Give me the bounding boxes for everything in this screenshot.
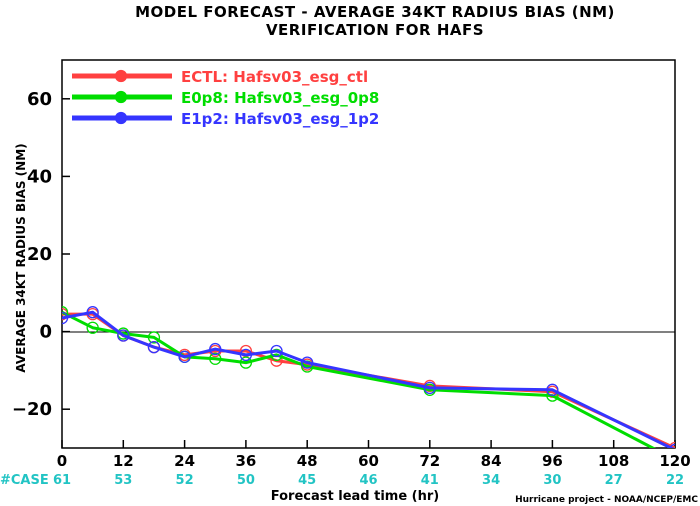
data-point — [209, 352, 222, 365]
x-tick-label: 0 — [57, 452, 67, 470]
x-tick-label: 60 — [358, 452, 379, 470]
y-tick-label: −20 — [12, 399, 52, 420]
y-tick-label: 40 — [27, 166, 52, 187]
legend-label: E1p2: Hafsv03_esg_1p2 — [181, 110, 379, 128]
data-point — [239, 348, 253, 362]
x-tick-label: 96 — [542, 452, 563, 470]
data-point — [62, 306, 69, 319]
series-line — [62, 310, 656, 448]
x-tick-label: 108 — [598, 452, 629, 470]
y-ticks: −20 0 20 40 60 — [12, 89, 70, 420]
y-tick-label: 0 — [39, 322, 52, 343]
legend-label: ECTL: Hafsv03_esg_ctl — [181, 68, 368, 86]
data-point — [86, 306, 99, 319]
x-tick-label: 24 — [174, 452, 195, 470]
case-count: 53 — [114, 473, 132, 488]
case-count: 41 — [421, 473, 439, 488]
x-tick-label: 12 — [113, 452, 134, 470]
legend-label: E0p8: Hafsv03_esg_0p8 — [181, 89, 379, 107]
y-tick-label: 60 — [27, 89, 52, 110]
x-axis-label: Forecast lead time (hr) — [271, 489, 439, 504]
case-count: 50 — [237, 473, 255, 488]
legend-marker — [114, 111, 128, 125]
case-count: 46 — [359, 473, 377, 488]
chart-title: MODEL FORECAST - AVERAGE 34KT RADIUS BIA… — [135, 3, 615, 21]
data-point — [301, 356, 314, 369]
legend-item: ECTL: Hafsv03_esg_ctl — [72, 68, 368, 86]
series-line — [62, 310, 675, 448]
data-point — [423, 381, 436, 395]
series-0 — [62, 307, 675, 448]
data-point — [270, 348, 283, 362]
legend-marker — [114, 69, 128, 83]
case-count: 45 — [298, 473, 316, 488]
series-line — [62, 312, 675, 448]
legend-marker — [114, 90, 128, 104]
x-tick-label: 36 — [235, 452, 256, 470]
case-count: 61 — [53, 473, 71, 488]
case-count: 30 — [543, 473, 561, 488]
data-point — [546, 383, 559, 396]
data-point — [62, 311, 69, 325]
legend-item: E1p2: Hafsv03_esg_1p2 — [72, 110, 379, 128]
legend-item: E0p8: Hafsv03_esg_0p8 — [72, 89, 379, 107]
legend: ECTL: Hafsv03_esg_ctl E0p8: Hafsv03_esg_0… — [72, 68, 379, 128]
case-count: 34 — [482, 473, 500, 488]
case-count: 22 — [666, 473, 684, 488]
y-tick-label: 20 — [27, 244, 52, 265]
x-ticks: 0 12 24 36 48 60 72 84 96 108 120 — [57, 440, 691, 470]
data-point — [209, 342, 222, 356]
data-point — [147, 331, 161, 344]
data-point — [117, 329, 130, 342]
data-point — [239, 356, 253, 369]
series-group — [62, 306, 675, 448]
x-tick-label: 120 — [659, 452, 690, 470]
case-count: 52 — [176, 473, 194, 488]
case-count: 27 — [605, 473, 623, 488]
data-point — [178, 350, 191, 363]
data-point — [301, 360, 314, 373]
case-counts: 61 53 52 50 45 46 41 34 30 27 22 — [53, 473, 684, 488]
data-point — [86, 321, 99, 334]
credit-text: Hurricane project - NOAA/NCEP/EMC — [515, 495, 698, 505]
x-tick-label: 48 — [297, 452, 318, 470]
x-tick-label: 72 — [419, 452, 440, 470]
case-label: #CASE — [0, 473, 49, 488]
series-2 — [62, 306, 675, 448]
y-axis-label: AVERAGE 34KT RADIUS BIAS (NM) — [14, 143, 28, 372]
x-tick-label: 84 — [481, 452, 502, 470]
data-point — [270, 344, 283, 358]
chart-subtitle: VERIFICATION FOR HAFS — [266, 21, 484, 39]
data-point — [147, 340, 161, 354]
